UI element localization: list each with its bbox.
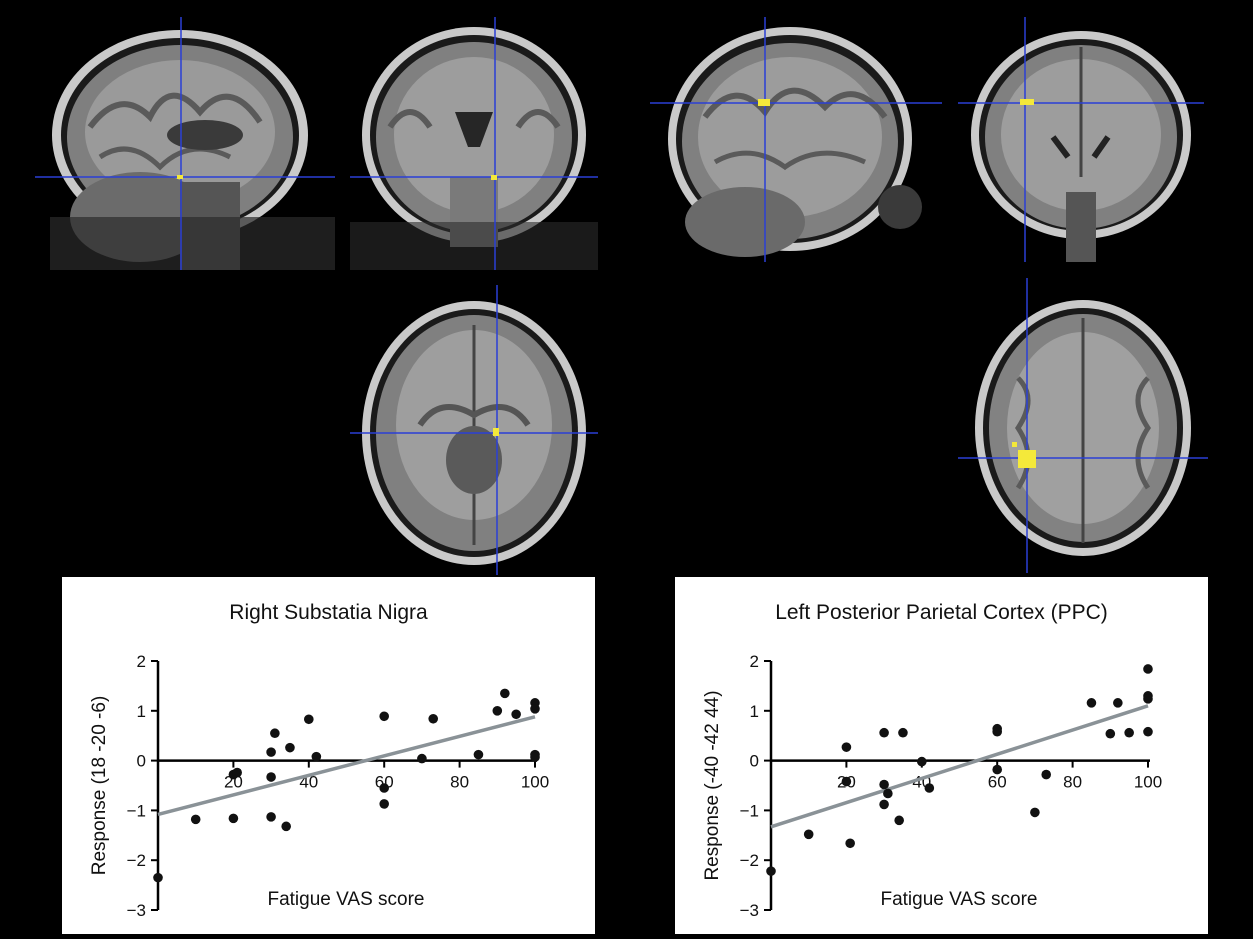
data-point bbox=[228, 813, 239, 824]
mri-sn-sagittal bbox=[30, 17, 335, 270]
mri-sn-sagittal-image bbox=[35, 17, 335, 270]
data-point bbox=[898, 727, 908, 738]
mri-ppc-axial-image bbox=[958, 278, 1208, 573]
data-point bbox=[1105, 728, 1116, 739]
x-tick-label: 100 bbox=[521, 773, 549, 792]
data-point bbox=[894, 815, 904, 826]
regression-line bbox=[770, 704, 1149, 829]
y-tick-label: 1 bbox=[137, 702, 146, 721]
data-point bbox=[266, 772, 276, 782]
mri-ppc-axial bbox=[958, 278, 1208, 573]
data-point bbox=[379, 799, 390, 809]
data-point bbox=[1113, 698, 1123, 708]
data-point bbox=[281, 821, 291, 832]
x-tick-label: 20 bbox=[224, 773, 243, 792]
chart-title: Left Posterior Parietal Cortex (PPC) bbox=[775, 601, 1108, 624]
data-point bbox=[311, 751, 322, 762]
data-point bbox=[530, 704, 540, 714]
data-point bbox=[266, 747, 276, 757]
y-tick-label: −3 bbox=[127, 901, 146, 920]
y-axis-label: Response (-40 -42 44) bbox=[702, 690, 723, 880]
y-tick-label: 2 bbox=[750, 652, 759, 671]
data-point bbox=[266, 812, 276, 822]
data-point bbox=[530, 752, 540, 762]
data-point bbox=[917, 756, 927, 767]
y-tick-label: 0 bbox=[137, 752, 146, 771]
regression-line bbox=[157, 715, 536, 817]
data-point bbox=[1030, 807, 1040, 818]
y-tick-label: −2 bbox=[127, 851, 146, 870]
data-point bbox=[879, 727, 889, 738]
data-point bbox=[883, 788, 893, 799]
data-point bbox=[992, 726, 1002, 737]
y-tick-label: 0 bbox=[750, 752, 759, 771]
mri-sn-axial-image bbox=[350, 285, 598, 575]
y-tick-label: −1 bbox=[740, 801, 759, 820]
mri-sn-coronal-image bbox=[350, 17, 598, 270]
data-point bbox=[924, 783, 935, 793]
data-point bbox=[190, 814, 201, 825]
data-point bbox=[1124, 727, 1134, 738]
x-tick-label: 80 bbox=[1063, 773, 1082, 792]
x-tick-label: 80 bbox=[450, 773, 469, 792]
chart-panel-ppc: Left Posterior Parietal Cortex (PPC) −3 −… bbox=[675, 577, 1208, 934]
data-point bbox=[232, 767, 242, 778]
data-point bbox=[803, 829, 814, 840]
data-point bbox=[511, 709, 521, 720]
data-point bbox=[285, 742, 295, 753]
data-point bbox=[492, 706, 503, 716]
data-point bbox=[379, 783, 390, 793]
data-point bbox=[845, 838, 855, 849]
y-tick-label: −1 bbox=[127, 801, 146, 820]
mri-ppc-sagittal bbox=[650, 17, 942, 262]
data-point bbox=[153, 872, 163, 883]
data-point bbox=[992, 764, 1002, 775]
data-point bbox=[428, 713, 439, 724]
y-tick-label: −3 bbox=[740, 901, 759, 920]
data-point bbox=[879, 779, 889, 790]
x-axis-label: Fatigue VAS score bbox=[880, 889, 1037, 910]
data-point bbox=[473, 749, 484, 760]
mri-ppc-coronal bbox=[958, 17, 1204, 262]
x-tick-label: 60 bbox=[375, 773, 394, 792]
y-tick-label: −2 bbox=[740, 851, 759, 870]
y-tick-label: 1 bbox=[750, 702, 759, 721]
mri-sn-coronal bbox=[350, 17, 598, 270]
data-point bbox=[304, 714, 314, 725]
mri-ppc-sagittal-image bbox=[650, 17, 942, 262]
x-tick-label: 100 bbox=[1134, 773, 1162, 792]
data-point bbox=[841, 742, 852, 752]
data-point bbox=[379, 711, 390, 722]
data-point bbox=[766, 866, 776, 876]
mri-ppc-coronal-image bbox=[958, 17, 1204, 262]
data-point bbox=[270, 728, 280, 739]
data-point bbox=[879, 799, 889, 810]
data-point bbox=[1143, 694, 1153, 704]
y-tick-label: 2 bbox=[137, 652, 146, 671]
chart-title: Right Substatia Nigra bbox=[229, 601, 428, 624]
x-axis-label: Fatigue VAS score bbox=[267, 889, 424, 910]
data-point bbox=[1041, 769, 1052, 780]
data-point bbox=[841, 776, 852, 787]
data-point bbox=[1086, 698, 1097, 708]
chart-panel-substantia-nigra: Right Substatia Nigra −3 −2 −1 0 1 2 20 40 60 80 1… bbox=[62, 577, 595, 934]
data-point bbox=[1143, 664, 1153, 674]
x-tick-label: 60 bbox=[988, 773, 1007, 792]
data-point bbox=[500, 688, 510, 699]
data-point bbox=[1143, 726, 1153, 737]
data-point bbox=[417, 753, 427, 764]
y-axis-label: Response (18 -20 -6) bbox=[89, 696, 110, 876]
mri-sn-axial bbox=[350, 285, 598, 575]
